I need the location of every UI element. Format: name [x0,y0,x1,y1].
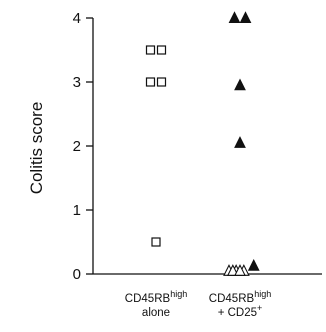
data-point-square-open [151,237,161,247]
y-tick-label: 4 [73,10,81,27]
y-ticks: 0 1 2 3 4 [73,10,93,283]
data-point-triangle-open [226,264,239,276]
data-point-triangle-filled [234,78,246,91]
data-point-square-open [156,77,167,87]
data-point-triangle-filled [234,136,246,148]
y-tick-label: 2 [73,138,81,155]
y-tick-label: 1 [73,202,81,219]
data-point-triangle-filled [228,11,241,24]
x-category-label-line2: + CD25+ [218,303,263,319]
data-point-triangle-filled [239,11,252,24]
data-point-square-open [145,45,156,55]
data-points [145,11,260,276]
x-category-label-line1: CD45RBhigh [125,289,187,305]
y-tick-label: 3 [73,74,81,91]
data-point-square-open [145,77,156,87]
data-point-triangle-filled [247,258,260,271]
x-category-label-line1: CD45RBhigh [209,289,271,305]
x-category-label-line2: alone [142,307,170,319]
y-axis-title: Colitis score [27,102,46,195]
y-tick-label: 0 [73,266,81,283]
data-point-triangle-open [234,264,246,276]
data-point-square-open [156,45,167,55]
